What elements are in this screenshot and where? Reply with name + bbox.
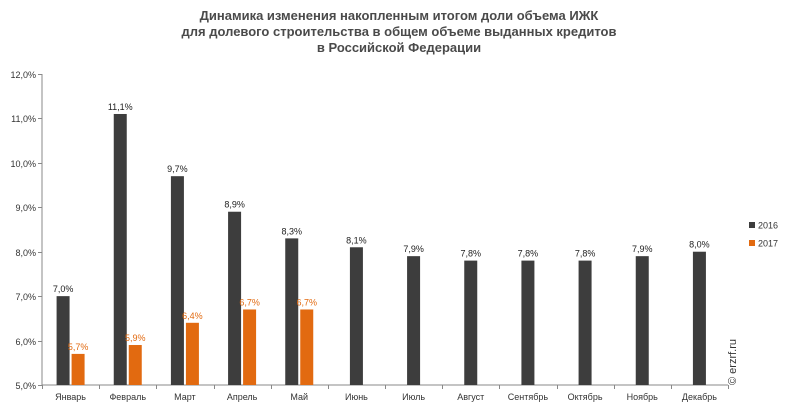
data-label-2016: 8,0%: [689, 240, 710, 250]
y-tick-label: 9,0%: [15, 203, 36, 213]
bar-2016: [113, 113, 127, 385]
bar-2016: [635, 256, 649, 385]
data-label-2016: 8,1%: [346, 235, 367, 245]
data-label-2017: 6,7%: [239, 297, 260, 307]
x-tick-label: Октябрь: [568, 392, 603, 402]
x-tick-label: Март: [174, 392, 196, 402]
bar-2016: [464, 260, 478, 385]
bar-2017: [128, 345, 142, 385]
legend-label-2016: 2016: [758, 221, 778, 231]
x-tick-label: Апрель: [227, 392, 258, 402]
copyright-watermark: © erzrf.ru: [727, 339, 739, 385]
data-label-2016: 11,1%: [108, 102, 133, 112]
bar-2017: [71, 353, 85, 385]
data-label-2016: 7,8%: [518, 249, 539, 259]
bar-2016: [407, 256, 421, 385]
x-tick-label: Февраль: [109, 392, 146, 402]
bar-2016: [521, 260, 535, 385]
legend-swatch-2017: [749, 240, 755, 246]
x-tick-label: Июль: [402, 392, 425, 402]
legend-label-2017: 2017: [758, 239, 778, 249]
y-tick-label: 8,0%: [15, 248, 36, 258]
x-tick-label: Июнь: [345, 392, 368, 402]
y-tick-label: 12,0%: [10, 70, 36, 80]
x-tick-label: Август: [457, 392, 484, 402]
chart-title-line-1: Динамика изменения накопленным итогом до…: [199, 8, 599, 23]
data-label-2016: 8,3%: [281, 226, 302, 236]
bar-2016: [228, 211, 242, 385]
data-label-2016: 7,9%: [403, 244, 424, 254]
chart-title-line-3: в Российской Федерации: [316, 40, 482, 55]
bar-2016: [349, 247, 363, 385]
chart-title: Динамика изменения накопленным итогом до…: [0, 8, 798, 56]
bar-2017: [243, 309, 257, 385]
data-label-2016: 9,7%: [167, 164, 188, 174]
y-tick-label: 10,0%: [10, 159, 36, 169]
y-tick-label: 6,0%: [15, 337, 36, 347]
bar-2017: [185, 322, 199, 385]
bar-2016: [170, 176, 184, 385]
y-tick-label: 7,0%: [15, 292, 36, 302]
data-label-2017: 6,7%: [296, 297, 317, 307]
data-label-2017: 5,7%: [68, 342, 89, 352]
x-tick-label: Сентябрь: [508, 392, 549, 402]
bar-2016: [285, 238, 299, 385]
data-label-2016: 7,8%: [460, 249, 481, 259]
legend-swatch-2016: [749, 222, 755, 228]
y-tick-label: 11,0%: [11, 114, 36, 124]
x-tick-label: Январь: [55, 392, 86, 402]
x-tick-label: Декабрь: [682, 392, 717, 402]
chart-title-line-2: для долевого строительства в общем объем…: [181, 24, 617, 39]
bar-2016: [56, 296, 70, 385]
x-tick-label: Ноябрь: [627, 392, 659, 402]
data-label-2016: 7,8%: [575, 249, 596, 259]
data-label-2016: 7,0%: [53, 284, 74, 294]
data-label-2017: 5,9%: [125, 333, 146, 343]
bar-2017: [300, 309, 314, 385]
data-label-2016: 8,9%: [224, 200, 245, 210]
data-label-2016: 7,9%: [632, 244, 653, 254]
bar-2016: [578, 260, 592, 385]
data-label-2017: 6,4%: [182, 311, 203, 321]
x-tick-label: Май: [290, 392, 308, 402]
bar-2016: [692, 251, 706, 385]
y-tick-label: 5,0%: [15, 381, 36, 391]
